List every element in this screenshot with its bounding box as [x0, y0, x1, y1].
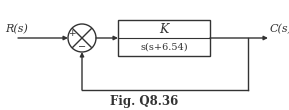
Text: K: K [159, 23, 169, 36]
Text: s(s+6.54): s(s+6.54) [140, 42, 188, 51]
Bar [118, 20, 210, 56]
Text: Fig. Q8.36: Fig. Q8.36 [110, 94, 179, 107]
Text: +: + [68, 28, 76, 38]
Text: C(s): C(s) [270, 24, 289, 34]
Text: −: − [78, 42, 86, 52]
Text: R(s): R(s) [5, 24, 28, 34]
